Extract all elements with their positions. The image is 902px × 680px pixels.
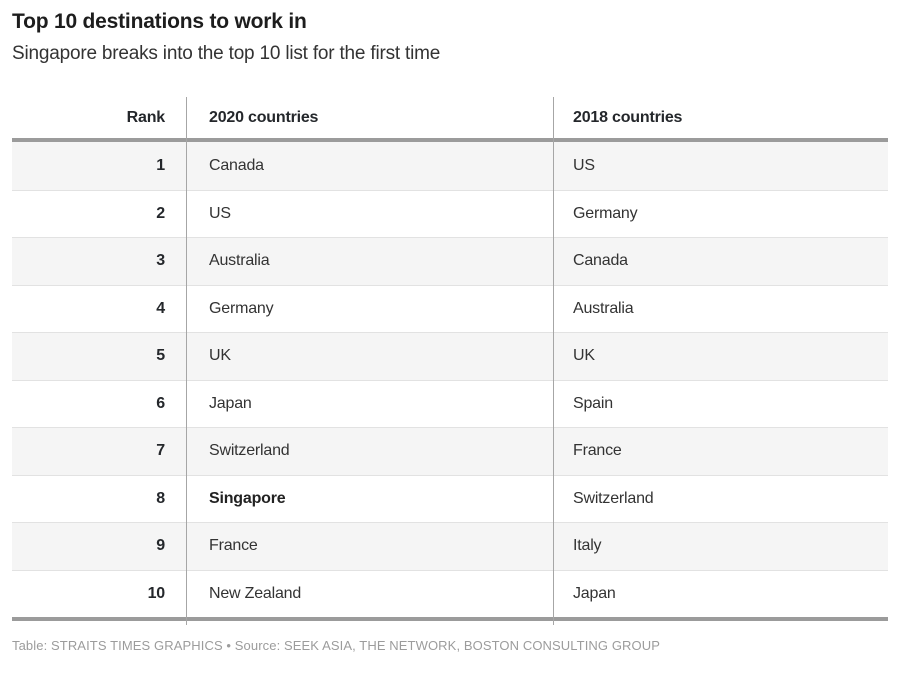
table-row: 3 Australia Canada — [12, 237, 888, 285]
country-2018-cell: Spain — [573, 394, 613, 412]
country-2018-cell: Japan — [573, 584, 616, 602]
country-2020-cell: Germany — [209, 299, 274, 317]
column-divider-2 — [553, 97, 554, 625]
rank-cell: 2 — [156, 204, 165, 222]
table-row: 6 Japan Spain — [12, 379, 888, 428]
table-row: 5 UK UK — [12, 332, 888, 380]
country-2018-cell: Italy — [573, 537, 602, 555]
country-2020-cell: Switzerland — [209, 442, 290, 460]
table-row: 2 US Germany — [12, 189, 888, 238]
rank-cell: 10 — [147, 584, 166, 602]
table-row: 10 New Zealand Japan — [12, 569, 888, 618]
table-row-singapore: 8 Singapore Switzerland — [12, 474, 888, 523]
country-2018-cell: UK — [573, 347, 595, 365]
col-header-2018: 2018 countries — [573, 108, 683, 126]
attribution: Table: STRAITS TIMES GRAPHICS • Source: … — [12, 638, 660, 653]
bottom-rule — [12, 617, 888, 621]
country-2018-cell: France — [573, 442, 622, 460]
country-2020-cell: France — [209, 537, 258, 555]
table-header-row: Rank 2020 countries 2018 countries — [12, 97, 888, 138]
table-row: 9 France Italy — [12, 522, 888, 570]
rank-cell: 8 — [156, 489, 165, 507]
country-2018-cell: Switzerland — [573, 489, 654, 507]
country-2018-cell: Australia — [573, 299, 634, 317]
country-2020-cell: Canada — [209, 156, 264, 174]
country-2020-cell: Australia — [209, 252, 270, 270]
rank-cell: 3 — [156, 252, 165, 270]
rank-cell: 7 — [156, 442, 165, 460]
page-subtitle: Singapore breaks into the top 10 list fo… — [12, 43, 441, 64]
header-rule — [12, 138, 888, 142]
table-row: 1 Canada US — [12, 142, 888, 190]
rank-cell: 5 — [156, 347, 165, 365]
rank-cell: 4 — [156, 299, 165, 317]
country-2018-cell: Germany — [573, 204, 638, 222]
table-row: 4 Germany Australia — [12, 284, 888, 333]
page-title: Top 10 destinations to work in — [12, 10, 307, 33]
country-2020-cell: Singapore — [209, 489, 286, 507]
col-header-rank: Rank — [126, 108, 166, 126]
country-2020-cell: New Zealand — [209, 584, 302, 602]
rankings-table: Rank 2020 countries 2018 countries 1 Can… — [12, 97, 888, 625]
rank-cell: 1 — [156, 156, 165, 174]
country-2020-cell: UK — [209, 347, 231, 365]
country-2018-cell: Canada — [573, 252, 628, 270]
rank-cell: 9 — [156, 537, 165, 555]
table-body: 1 Canada US 2 US Germany 3 Australia Can… — [12, 142, 888, 617]
country-2018-cell: US — [573, 156, 595, 174]
table-row: 7 Switzerland France — [12, 427, 888, 475]
rank-cell: 6 — [156, 394, 165, 412]
country-2020-cell: US — [209, 204, 231, 222]
column-divider-1 — [186, 97, 187, 625]
country-2020-cell: Japan — [209, 394, 252, 412]
col-header-2020: 2020 countries — [209, 108, 319, 126]
